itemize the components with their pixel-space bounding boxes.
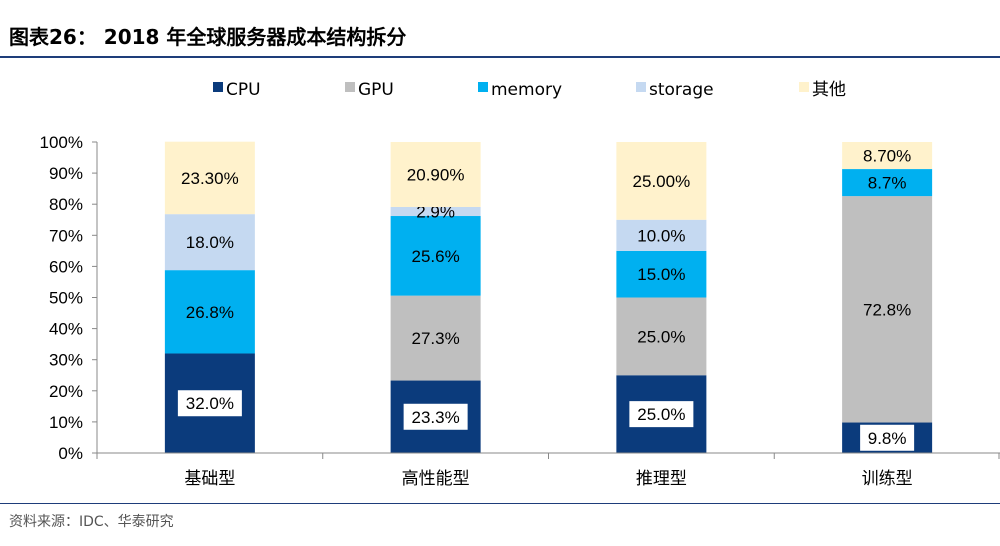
bar-segment-其他 bbox=[842, 142, 933, 170]
bar-segment-memory bbox=[616, 250, 707, 298]
y-tick-label: 70% bbox=[49, 226, 83, 245]
bar-segment-memory bbox=[164, 270, 255, 354]
bar-stack-2: 25.0% 25.0% 15.0% 10.0% 25.00% bbox=[616, 142, 707, 453]
footer-divider bbox=[0, 503, 1000, 504]
stacked-bar-chart: CPU GPU memory storage 其他 0% 10% 20% 30% 40% 50% 6… bbox=[40, 80, 1000, 489]
bars: 32.0% 26.8% 18.0% 23.30% 23.3% 27.3% 25.6% 2.9%… bbox=[164, 141, 933, 453]
legend-item-3: storage bbox=[636, 80, 714, 100]
y-tick-label: 0% bbox=[58, 444, 83, 463]
bar-segment-GPU bbox=[842, 196, 933, 423]
title-divider bbox=[0, 56, 1000, 58]
bar-segment-GPU bbox=[390, 295, 481, 381]
legend-item-2: memory bbox=[478, 80, 562, 100]
data-label: 10.0% bbox=[637, 226, 685, 245]
data-label-box bbox=[860, 424, 915, 451]
data-label: 18.0% bbox=[186, 233, 234, 252]
bar-stack-0: 32.0% 26.8% 18.0% 23.30% bbox=[164, 141, 255, 453]
data-label: 9.8% bbox=[868, 429, 907, 448]
x-axis: 基础型 高性能型 推理型 训练型 bbox=[96, 452, 1000, 489]
data-label: 32.0% bbox=[186, 394, 234, 413]
y-tick-label: 80% bbox=[49, 195, 83, 214]
legend-label: CPU bbox=[226, 80, 261, 100]
bar-segment-其他 bbox=[616, 142, 707, 220]
legend-swatch bbox=[345, 82, 355, 92]
data-label: 2.9% bbox=[416, 203, 455, 222]
legend-label: GPU bbox=[358, 80, 394, 100]
bar-segment-其他 bbox=[164, 141, 255, 215]
x-category-label: 基础型 bbox=[184, 469, 235, 489]
data-label: 23.3% bbox=[412, 408, 460, 427]
y-tick-label: 60% bbox=[49, 257, 83, 276]
data-label-box bbox=[177, 390, 242, 417]
y-axis: 0% 10% 20% 30% 40% 50% 60% 70% 80% 90% 100% bbox=[40, 133, 98, 463]
bar-stack-3: 9.8% 72.8% 8.7% 8.70% bbox=[842, 142, 933, 453]
legend-item-4: 其他 bbox=[799, 80, 846, 100]
bar-segment-storage bbox=[390, 206, 481, 217]
data-label: 20.90% bbox=[407, 165, 465, 184]
legend-swatch bbox=[213, 82, 223, 92]
x-category-label: 训练型 bbox=[862, 469, 913, 489]
data-label: 23.30% bbox=[181, 169, 239, 188]
bar-segment-storage bbox=[164, 214, 255, 271]
y-tick-label: 100% bbox=[40, 133, 83, 152]
bar-segment-memory bbox=[390, 216, 481, 296]
legend-swatch bbox=[636, 82, 646, 92]
chart-title: 图表26： 2018 年全球服务器成本结构拆分 bbox=[9, 25, 407, 49]
data-label: 25.00% bbox=[633, 172, 691, 191]
legend-label: memory bbox=[491, 80, 562, 100]
bar-segment-其他 bbox=[390, 142, 481, 207]
data-label: 8.70% bbox=[863, 147, 911, 166]
legend-label: 其他 bbox=[812, 80, 846, 100]
data-label: 27.3% bbox=[412, 329, 460, 348]
data-label-box bbox=[629, 401, 694, 428]
legend-swatch bbox=[478, 82, 488, 92]
data-label: 15.0% bbox=[637, 265, 685, 284]
data-label: 25.6% bbox=[412, 247, 460, 266]
data-label: 8.7% bbox=[868, 174, 907, 193]
bar-segment-memory bbox=[842, 169, 933, 197]
data-label: 25.0% bbox=[637, 405, 685, 424]
legend-item-1: GPU bbox=[345, 80, 394, 100]
data-label: 26.8% bbox=[186, 303, 234, 322]
title-bar: 图表26： 2018 年全球服务器成本结构拆分 bbox=[0, 0, 1000, 58]
x-category-label: 推理型 bbox=[636, 469, 687, 489]
y-tick-label: 40% bbox=[49, 320, 83, 339]
y-tick-label: 90% bbox=[49, 164, 83, 183]
data-label-box bbox=[403, 403, 468, 430]
bar-segment-GPU bbox=[616, 297, 707, 376]
legend-label: storage bbox=[649, 80, 714, 100]
x-category-label: 高性能型 bbox=[402, 469, 470, 489]
y-tick-label: 20% bbox=[49, 382, 83, 401]
y-tick-label: 30% bbox=[49, 351, 83, 370]
data-label: 25.0% bbox=[637, 327, 685, 346]
legend-swatch bbox=[799, 82, 809, 92]
data-label: 72.8% bbox=[863, 300, 911, 319]
bar-segment-storage bbox=[616, 219, 707, 251]
y-tick-label: 10% bbox=[49, 413, 83, 432]
legend-item-0: CPU bbox=[213, 80, 261, 100]
legend: CPU GPU memory storage 其他 bbox=[213, 80, 846, 100]
bar-stack-1: 23.3% 27.3% 25.6% 2.9% 20.90% bbox=[390, 142, 481, 453]
source-note: 资料来源：IDC、华泰研究 bbox=[9, 514, 174, 530]
y-tick-label: 50% bbox=[49, 289, 83, 308]
